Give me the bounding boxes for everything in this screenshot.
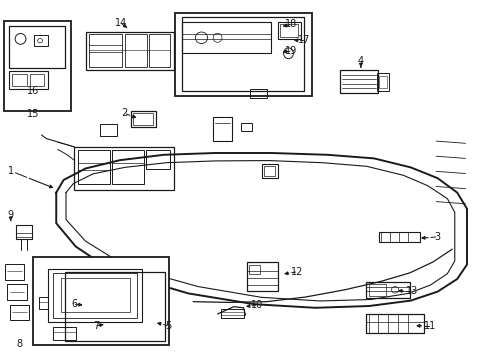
Text: 12: 12 <box>290 267 303 277</box>
Bar <box>5 264 24 280</box>
Bar <box>365 314 424 333</box>
Bar <box>246 262 277 291</box>
Bar <box>149 34 170 67</box>
Bar <box>376 73 388 91</box>
Text: 18: 18 <box>284 19 297 30</box>
Bar <box>53 327 76 340</box>
Bar <box>145 150 170 169</box>
Text: 5: 5 <box>165 321 171 331</box>
Bar <box>261 164 277 178</box>
Bar <box>12 74 27 86</box>
Bar <box>250 89 266 98</box>
Bar <box>48 269 142 322</box>
Bar <box>85 32 173 70</box>
Bar <box>100 124 117 136</box>
Bar <box>34 35 48 46</box>
Bar <box>53 273 137 318</box>
Text: 8: 8 <box>17 339 22 349</box>
Bar <box>277 22 300 39</box>
Bar <box>182 22 271 53</box>
Bar <box>133 113 152 125</box>
Bar <box>9 26 64 68</box>
Bar <box>175 13 311 96</box>
Bar <box>279 24 298 37</box>
Text: 16: 16 <box>27 86 40 96</box>
Text: 14: 14 <box>115 18 127 28</box>
Bar <box>74 147 173 190</box>
Text: 1: 1 <box>8 166 14 176</box>
Text: 17: 17 <box>297 35 310 45</box>
Bar <box>64 272 165 341</box>
Bar <box>182 17 304 91</box>
Bar <box>4 21 71 111</box>
Text: 3: 3 <box>434 232 440 242</box>
Bar <box>249 265 260 274</box>
Bar <box>10 305 29 320</box>
Bar <box>33 257 168 345</box>
Text: 7: 7 <box>93 321 99 331</box>
Bar <box>379 76 386 88</box>
Bar <box>131 111 155 127</box>
Bar <box>339 70 377 93</box>
Text: 6: 6 <box>71 299 77 309</box>
Bar <box>378 232 419 242</box>
Bar <box>368 284 386 296</box>
Bar <box>124 34 146 67</box>
Text: 19: 19 <box>284 46 297 56</box>
Bar <box>61 278 129 312</box>
Text: 11: 11 <box>423 321 436 331</box>
Bar <box>221 309 243 318</box>
Bar <box>7 284 27 300</box>
Bar <box>30 74 44 86</box>
Bar <box>240 123 251 131</box>
Bar <box>89 34 122 67</box>
Text: 15: 15 <box>27 109 40 120</box>
Bar <box>39 297 48 309</box>
Text: 10: 10 <box>250 300 263 310</box>
Text: 4: 4 <box>357 56 363 66</box>
Text: 9: 9 <box>8 210 14 220</box>
Bar <box>16 225 32 239</box>
Bar <box>212 117 232 141</box>
Text: 13: 13 <box>405 286 417 296</box>
Bar <box>112 150 144 184</box>
Bar <box>264 166 274 176</box>
Bar <box>365 282 409 298</box>
Bar <box>9 71 48 89</box>
Bar <box>78 150 110 184</box>
Text: 2: 2 <box>122 108 127 118</box>
